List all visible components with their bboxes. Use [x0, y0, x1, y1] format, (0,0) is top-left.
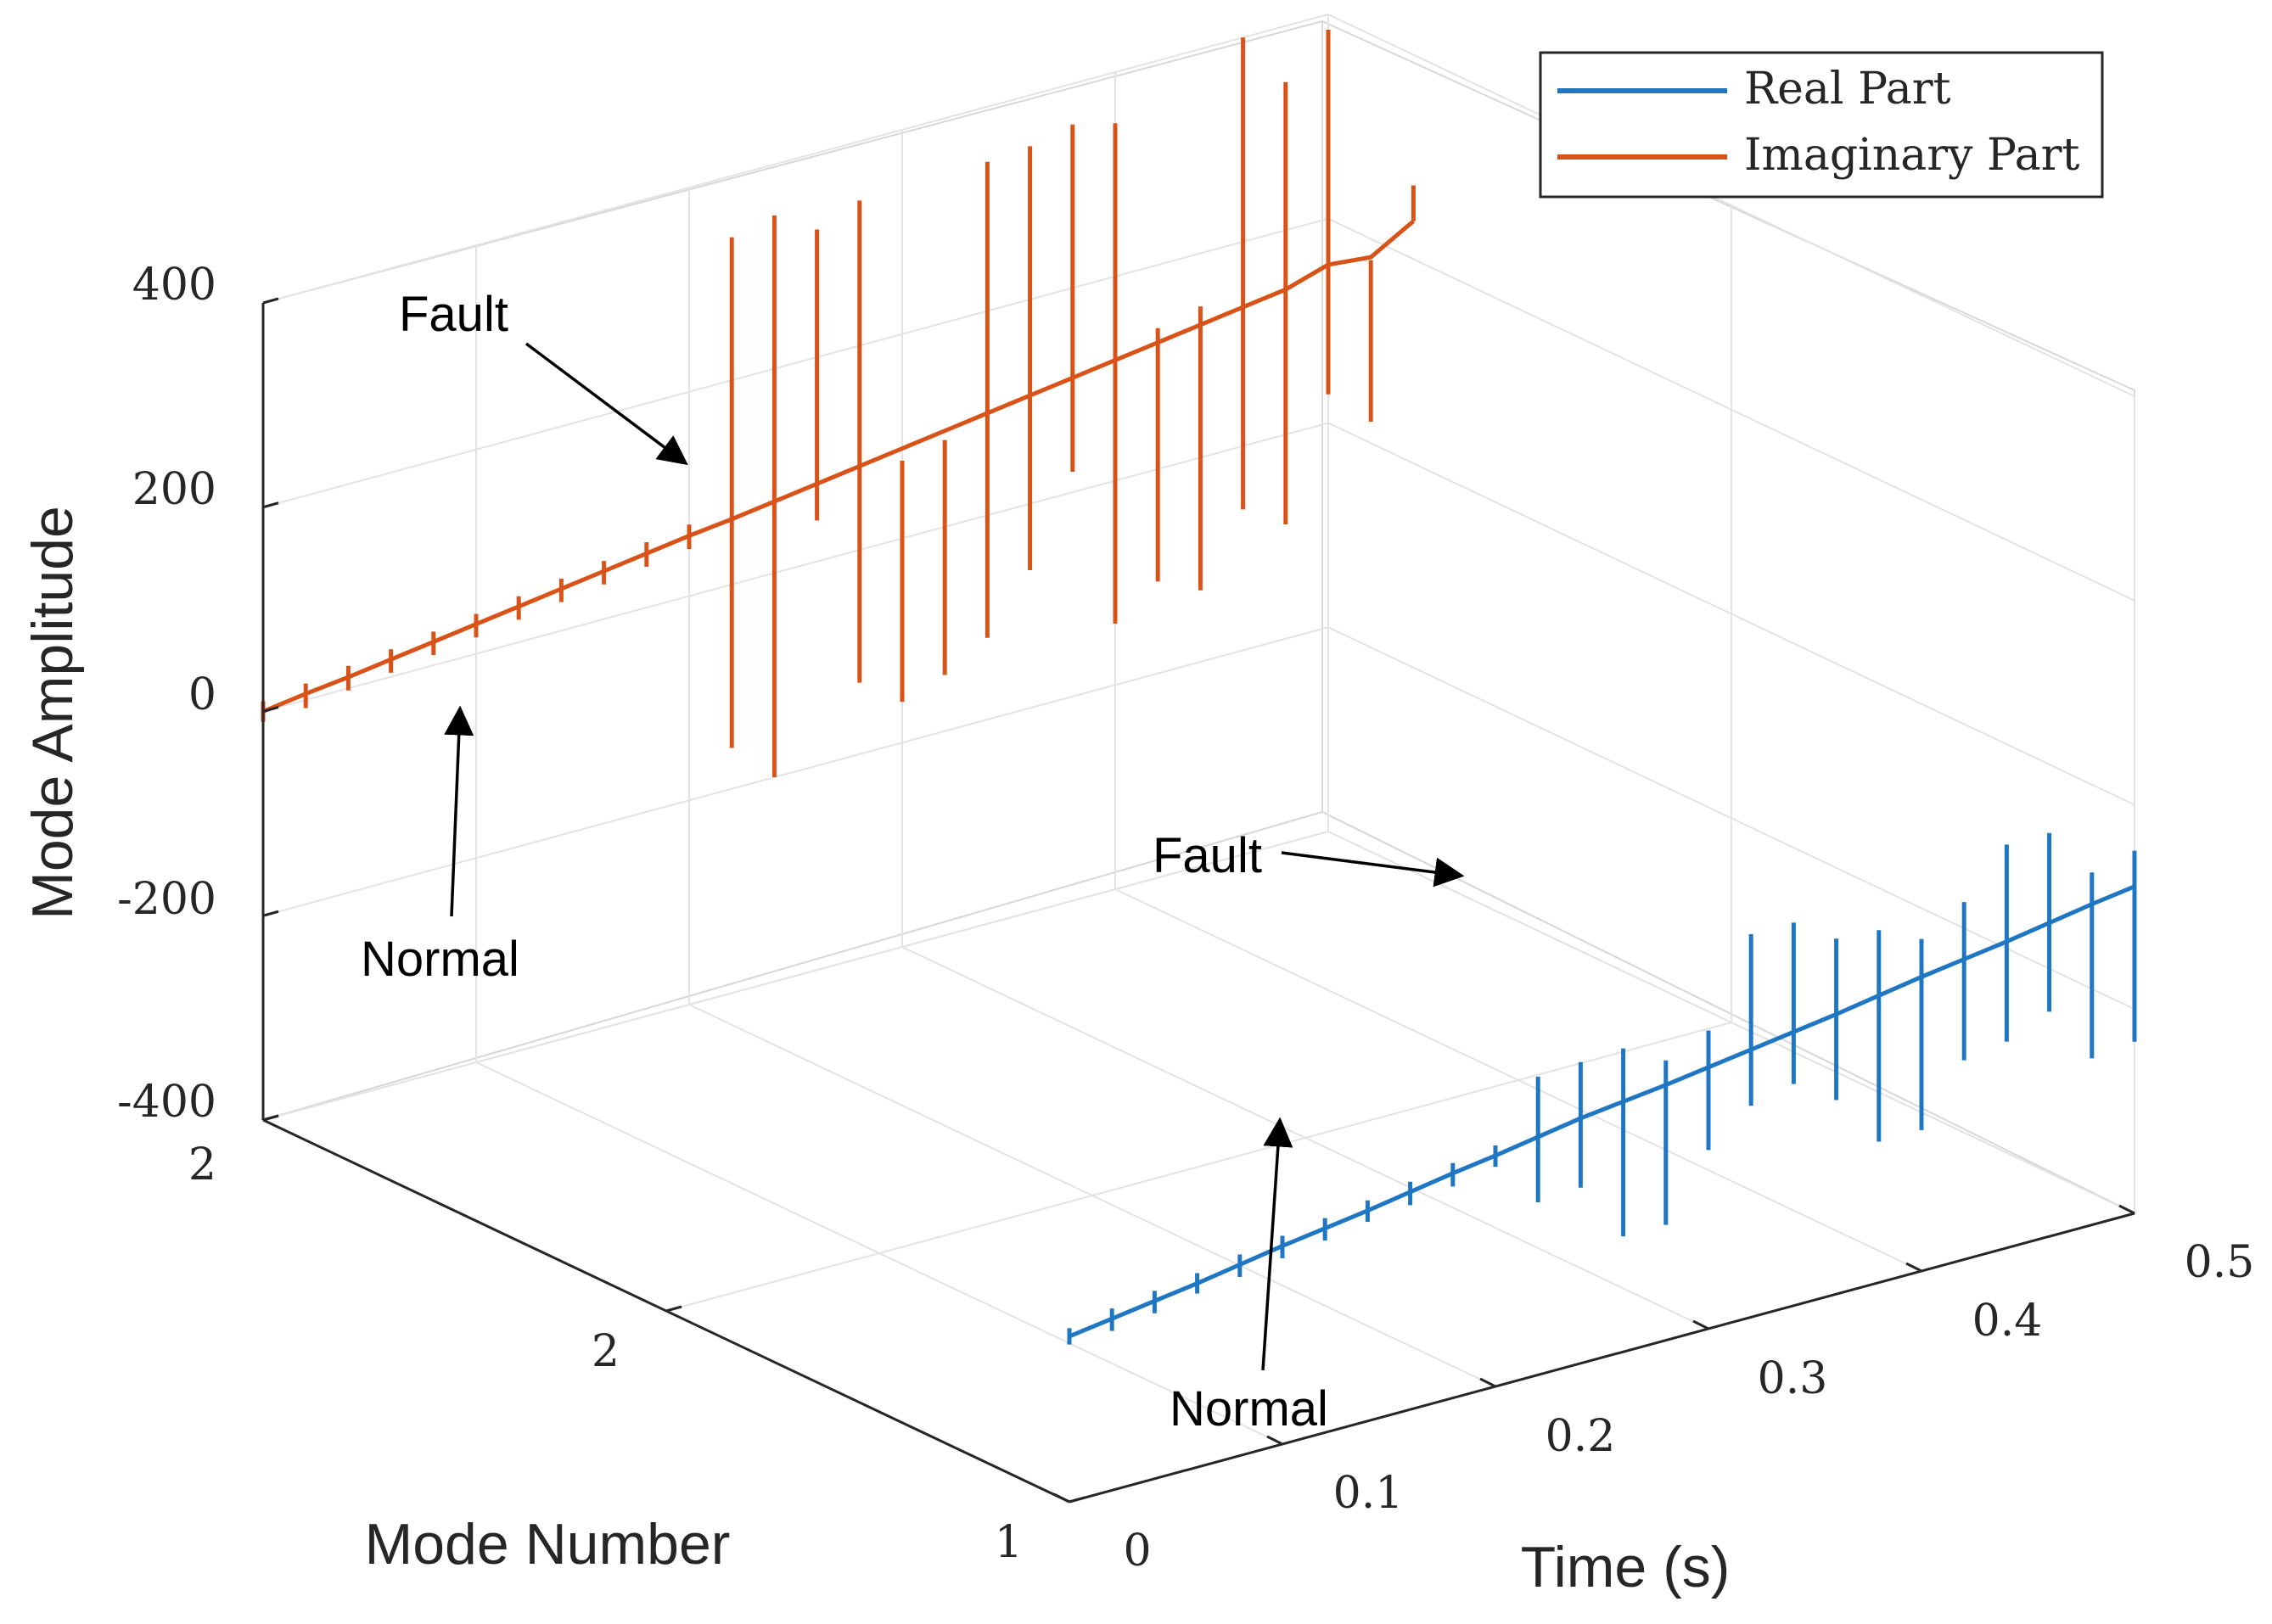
x-tick-label: 0.1	[1333, 1468, 1404, 1519]
x-tick	[1692, 1319, 1709, 1330]
annotation-normal-real: Normal	[1170, 1381, 1328, 1436]
legend-label-imag: Imaginary Part	[1744, 130, 2080, 181]
gridline-z-back	[262, 626, 1329, 917]
x-tick-label: 0.5	[2185, 1237, 2255, 1288]
x-tick-label: 0.4	[1972, 1296, 2043, 1347]
annotations: Fault Normal Fault Normal	[361, 287, 1465, 1436]
y-tick-label: 2	[592, 1326, 620, 1377]
annotation-arrow	[1261, 1117, 1293, 1371]
y-tick-labels: 2 2 1	[188, 1140, 1023, 1568]
x-tick	[1905, 1262, 1922, 1273]
z-tick-label: -400	[117, 1077, 216, 1128]
legend-label-real: Real Part	[1744, 64, 1951, 115]
annotation-fault-imag: Fault	[399, 287, 508, 342]
x-axis-line	[1069, 1212, 2135, 1504]
x-tick	[1266, 1435, 1283, 1446]
x-tick	[1053, 1492, 1070, 1504]
ticks	[262, 297, 2135, 1504]
legend: Real Part Imaginary Part	[1539, 51, 2104, 199]
annotation-arrow	[1281, 851, 1465, 888]
z-tick-label: -200	[117, 874, 216, 925]
x-tick-labels: 0 0.1 0.2 0.3 0.4 0.5	[1123, 1237, 2254, 1576]
annotation-fault-real: Fault	[1153, 828, 1262, 883]
gridline-z-back	[262, 217, 1329, 508]
y-tick-label: 1	[995, 1517, 1023, 1568]
z-tick-labels: 400 200 0 -200 -400	[117, 260, 216, 1128]
gridline-z-back	[262, 14, 1329, 304]
series-real-part	[1067, 832, 2137, 1345]
y-tick	[262, 1114, 279, 1122]
z-tick	[262, 910, 279, 917]
z-tick-label: 400	[132, 260, 216, 311]
y-tick	[665, 1305, 682, 1313]
gridline-y-floor	[262, 831, 1329, 1121]
z-tick	[262, 501, 279, 509]
z-tick-label: 200	[132, 464, 216, 515]
annotation-arrow	[444, 705, 474, 917]
y-tick-label: 2	[188, 1140, 216, 1190]
gridline-z-back	[262, 422, 1329, 713]
x-axis-label: Time (s)	[1521, 1535, 1731, 1599]
z-tick	[262, 297, 279, 305]
annotation-arrow	[525, 342, 688, 466]
x-tick-label: 0	[1123, 1526, 1151, 1576]
x-tick	[1479, 1377, 1496, 1388]
axes-walls	[261, 20, 2137, 1504]
x-tick-label: 0.3	[1758, 1353, 1828, 1404]
series-imaginary-part	[261, 30, 1416, 778]
legend-box	[1539, 51, 2104, 199]
gridline-y-floor	[665, 1022, 1732, 1312]
imaginary-part-baseline	[262, 219, 1416, 714]
y-tick	[1069, 1496, 1086, 1504]
x-tick-label: 0.2	[1546, 1411, 1616, 1462]
z-tick	[262, 706, 279, 713]
annotation-normal-imag: Normal	[361, 932, 519, 987]
x-tick	[2118, 1204, 2135, 1215]
y-axis-label: Mode Number	[365, 1512, 731, 1576]
real-part-baseline	[1069, 884, 2135, 1339]
z-tick-label: 0	[188, 669, 216, 720]
z-axis-label: Mode Amplitude	[20, 506, 85, 920]
